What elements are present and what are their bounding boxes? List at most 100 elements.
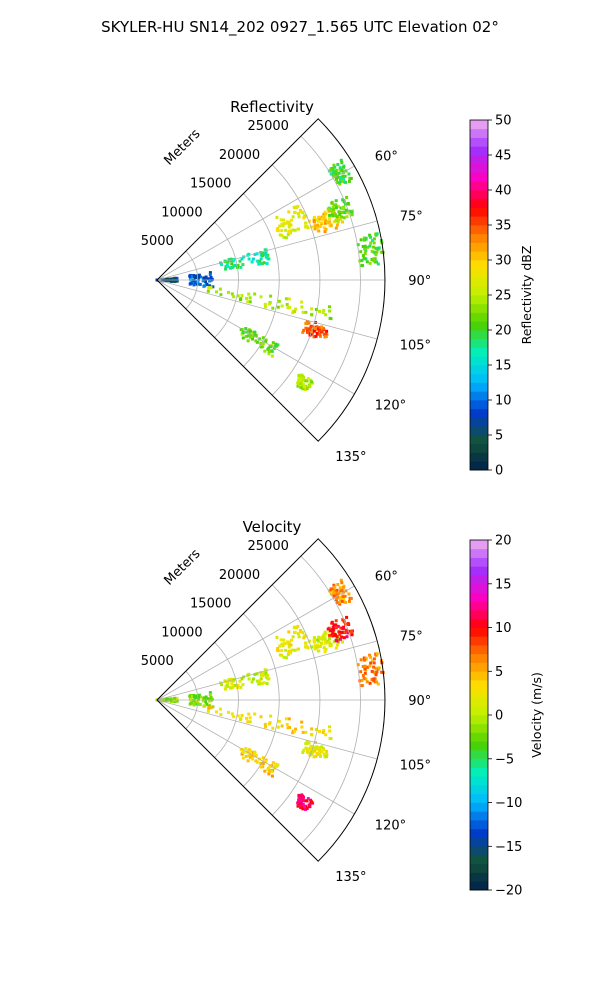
echo-gate [240, 752, 244, 756]
colorbar-segment [470, 750, 488, 760]
echo-gate [300, 377, 304, 381]
sector-frame [156, 538, 386, 862]
echo-gate [281, 644, 285, 648]
velocity-radial-label: Meters [162, 546, 204, 588]
colorbar-segment [470, 671, 488, 681]
radial-tick-label: 15000 [190, 177, 231, 192]
echo-gate [269, 765, 273, 769]
echo-gate [261, 251, 265, 255]
echo-gate [291, 228, 295, 232]
echo-gate [345, 635, 349, 639]
echo-gate [318, 225, 322, 228]
echo-gate [232, 295, 236, 299]
colorbar-tick-label: 35 [495, 219, 512, 234]
echo-gate [363, 667, 367, 671]
echo-gate [319, 334, 322, 338]
echo-gate [340, 581, 344, 585]
echo-gate [328, 316, 332, 320]
radial-tick-label: 10000 [161, 625, 202, 640]
azimuth-tick-label: 90° [408, 274, 431, 289]
echo-gate [247, 712, 251, 716]
colorbar-tick-label: 45 [495, 149, 512, 164]
echo-gate [259, 257, 263, 261]
echo-gate [198, 282, 202, 286]
echo-gate [327, 221, 330, 225]
reflectivity-radial-label: Meters [162, 126, 204, 168]
echo-gate [227, 290, 230, 294]
echo-gate [343, 594, 347, 598]
echo-gate [264, 305, 267, 309]
colorbar-segment [470, 540, 488, 550]
echo-gate [253, 672, 257, 676]
echo-gate [272, 766, 276, 770]
echo-gate [375, 670, 379, 674]
echo-gate [247, 329, 250, 333]
colorbar-tick-label: 10 [495, 621, 512, 636]
colorbar-tick-label: 0 [495, 464, 503, 479]
echo-gate [338, 602, 342, 606]
echo-gate [338, 600, 342, 604]
echo-feature [275, 624, 310, 660]
echo-gate [224, 267, 227, 271]
echo-gate [208, 693, 212, 697]
echo-gate [244, 754, 248, 758]
echo-gate [287, 230, 291, 234]
echo-gate [329, 644, 333, 648]
colorbar-segment [470, 610, 488, 620]
echo-gate [267, 677, 271, 681]
echo-gate [319, 641, 323, 645]
colorbar-segment [470, 645, 488, 655]
echo-gate [284, 228, 288, 232]
colorbar-segment [470, 373, 488, 383]
echo-gate [263, 349, 267, 353]
echo-gate [370, 678, 374, 681]
sector-frame [156, 118, 386, 442]
azimuth-gridline-75 [156, 640, 378, 701]
echo-gate [335, 643, 339, 647]
echo-gate [247, 677, 251, 681]
echo-gate [246, 720, 250, 724]
echo-gate [333, 585, 337, 589]
echo-gate [316, 645, 320, 649]
echo-gate [259, 295, 263, 299]
echo-gate [259, 677, 263, 681]
colorbar-segment [470, 636, 488, 646]
echo-gate [360, 264, 364, 268]
echo-gate [319, 754, 322, 758]
echo-gate [236, 263, 240, 267]
echo-gate [267, 769, 271, 773]
echo-gate [193, 281, 197, 285]
echo-gate [244, 747, 248, 750]
colorbar-segment [470, 802, 488, 812]
echo-gate [264, 725, 267, 729]
echo-gate [241, 683, 245, 687]
colorbar-segment [470, 172, 488, 182]
echo-gate [306, 797, 310, 801]
echo-feature [275, 204, 310, 240]
azimuth-gridline-120 [156, 699, 355, 815]
echo-gate [323, 641, 327, 645]
echo-gate [264, 671, 268, 675]
echo-gate [189, 701, 193, 705]
echo-gate [324, 335, 328, 339]
echo-gate [336, 636, 339, 640]
colorbar-tick-label: 25 [495, 289, 512, 304]
echo-gate [280, 649, 284, 653]
colorbar-segment [470, 732, 488, 742]
echo-gate [344, 208, 348, 212]
echo-gate [241, 336, 245, 340]
echo-gate [320, 745, 324, 749]
echo-gate [240, 257, 244, 261]
echo-gate [338, 166, 342, 170]
echo-gate [363, 671, 367, 675]
echo-gate [283, 642, 287, 645]
echo-gate [375, 250, 379, 254]
echo-gate [326, 207, 330, 211]
echo-gate [226, 680, 230, 684]
echo-gate [301, 631, 305, 635]
echo-gate [312, 636, 316, 639]
echo-gate [338, 215, 342, 219]
echo-gate [339, 578, 343, 582]
echo-field [155, 158, 385, 391]
echo-gate [336, 601, 340, 604]
